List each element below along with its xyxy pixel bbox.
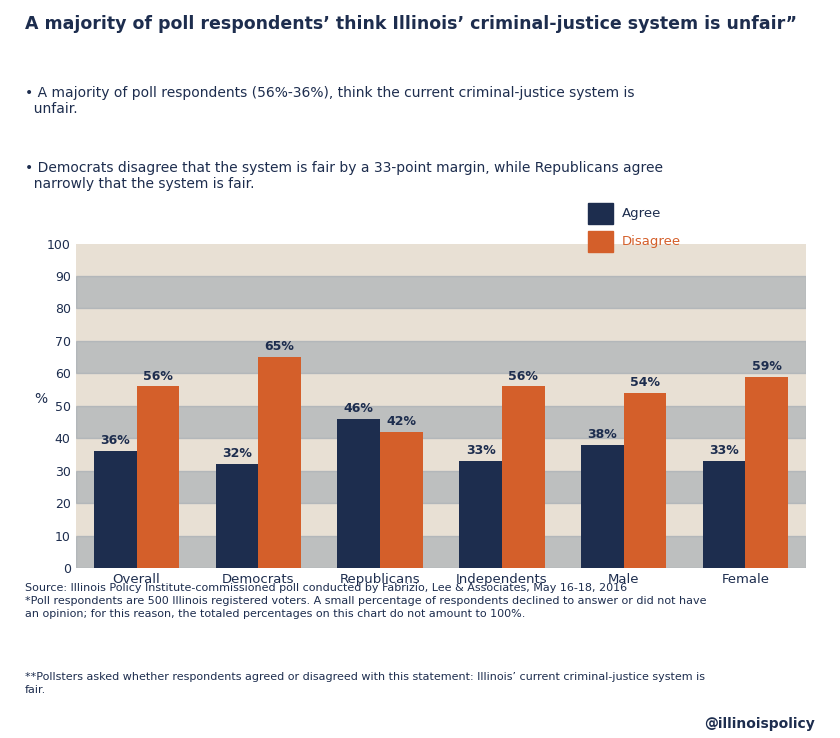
Text: • Democrats disagree that the system is fair by a 33-point margin, while Republi: • Democrats disagree that the system is …	[25, 161, 664, 191]
Text: 42%: 42%	[386, 415, 417, 428]
Y-axis label: %: %	[34, 392, 48, 406]
Text: **Pollsters asked whether respondents agreed or disagreed with this statement: I: **Pollsters asked whether respondents ag…	[25, 672, 706, 694]
Bar	[338, 419, 380, 568]
Text: 59%: 59%	[752, 360, 782, 373]
Bar	[623, 393, 666, 568]
Bar	[76, 406, 806, 438]
Text: 56%: 56%	[143, 370, 173, 382]
Text: 33%: 33%	[465, 444, 496, 458]
Text: • A majority of poll respondents (56%-36%), think the current criminal-justice s: • A majority of poll respondents (56%-36…	[25, 86, 635, 116]
Text: Agree: Agree	[622, 207, 661, 220]
Bar	[459, 461, 502, 568]
Bar	[746, 376, 788, 568]
Bar	[216, 464, 259, 568]
Text: 32%: 32%	[222, 447, 252, 461]
Bar	[76, 471, 806, 503]
Bar	[259, 357, 301, 568]
Text: A majority of poll respondentsʼ think Illinoisʼ criminal-justice system is unfai: A majority of poll respondentsʼ think Il…	[25, 15, 797, 32]
Text: @illinoispolicy: @illinoispolicy	[704, 717, 815, 731]
Text: 36%: 36%	[100, 435, 130, 447]
Text: 56%: 56%	[508, 370, 538, 382]
Bar	[581, 445, 623, 568]
Bar	[380, 432, 423, 568]
Bar	[502, 387, 544, 568]
Text: 46%: 46%	[344, 402, 374, 415]
Bar	[94, 452, 136, 568]
Text: Disagree: Disagree	[622, 235, 680, 248]
Text: 33%: 33%	[709, 444, 739, 458]
Bar	[76, 276, 806, 308]
Bar	[76, 536, 806, 568]
Text: 38%: 38%	[587, 428, 617, 441]
Text: 65%: 65%	[265, 340, 295, 354]
Bar	[136, 387, 179, 568]
Text: 54%: 54%	[630, 376, 660, 389]
Bar	[703, 461, 746, 568]
Text: Source: Illinois Policy Institute-commissioned poll conducted by Fabrizio, Lee &: Source: Illinois Policy Institute-commis…	[25, 583, 706, 619]
Bar	[588, 203, 613, 224]
Bar	[588, 231, 613, 252]
Bar	[76, 341, 806, 373]
